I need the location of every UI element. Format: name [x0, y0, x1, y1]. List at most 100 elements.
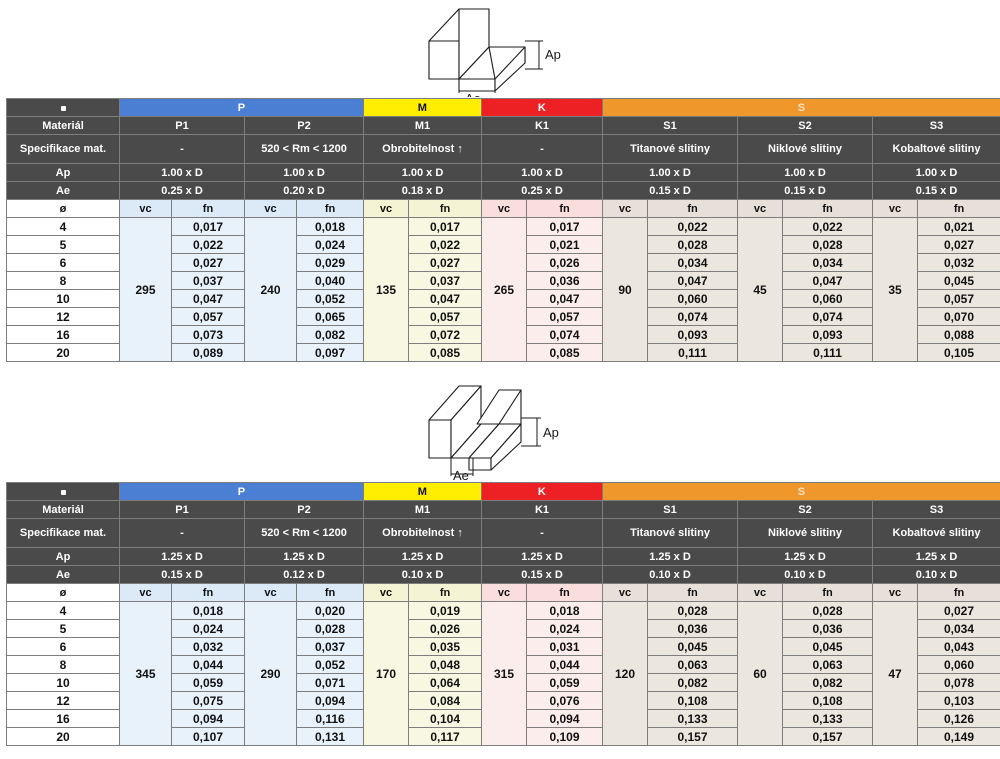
table-row: 4 345 0,018 290 0,020 170 0,019 315 0,018 120 0,02… [6, 601, 1000, 746]
fn-value-K1: 0,026 [526, 253, 604, 272]
fn-value-P1: 0,027 [171, 253, 245, 272]
table-row: 12 0,057 0,065 0,057 0,057 0,074 0,074 0,070 [6, 307, 1000, 326]
fn-value-S3: 0,078 [917, 673, 1000, 692]
material-P2: P2 [243, 500, 365, 519]
table-body: 4 345 0,018 290 0,020 170 0,019 315 0,018 120 0,02… [6, 601, 1000, 746]
diameter-cell: 10 [6, 289, 120, 308]
ap-row: Ap 1.00 x D 1.00 x D 1.00 x D 1.00 x D 1… [6, 163, 1000, 182]
vc-value-S3: 47 [872, 601, 919, 746]
fn-value-S2: 0,063 [782, 655, 874, 674]
fn-value-P2: 0,071 [295, 673, 365, 692]
spec-S1: Titanové slitiny [602, 518, 739, 548]
vc-value-M1: 170 [363, 601, 410, 746]
fn-value-S3: 0,021 [917, 217, 1000, 236]
fn-value-P2: 0,018 [295, 217, 365, 236]
spec-K1: - [481, 518, 604, 548]
ae-row: Ae 0.15 x D 0.12 x D 0.10 x D 0.15 x D 0… [6, 565, 1000, 584]
table-row: 10 0,047 0,052 0,047 0,047 0,060 0,060 0,057 [6, 289, 1000, 308]
fn-value-M1: 0,117 [408, 727, 483, 746]
group-header-M: M [363, 98, 483, 117]
ap-S2: 1.25 x D [737, 547, 874, 566]
ae-S2: 0.15 x D [737, 181, 874, 200]
diameter-cell: 16 [6, 325, 120, 344]
table-row: 20 0,107 0,131 0,117 0,109 0,157 0,157 0,149 [6, 727, 1000, 746]
ap-P1: 1.25 x D [119, 547, 245, 566]
column-header-fn-K1: fn [526, 199, 604, 218]
ap-M1: 1.00 x D [363, 163, 483, 182]
fn-value-M1: 0,037 [408, 271, 483, 290]
ae-M1: 0.18 x D [363, 181, 483, 200]
spec-P2: 520 < Rm < 1200 [243, 518, 365, 548]
ae-S1: 0.10 x D [602, 565, 739, 584]
fn-value-S3: 0,149 [917, 727, 1000, 746]
column-header-diameter: ø [6, 583, 120, 602]
ap-P2: 1.25 x D [243, 547, 365, 566]
fn-value-M1: 0,072 [408, 325, 483, 344]
diameter-cell: 8 [6, 271, 120, 290]
spec-S2: Niklové slitiny [737, 518, 874, 548]
fn-value-P2: 0,037 [295, 637, 365, 656]
fn-value-S2: 0,082 [782, 673, 874, 692]
column-header-fn-M1: fn [408, 583, 483, 602]
ap-S1: 1.25 x D [602, 547, 739, 566]
fn-value-S3: 0,043 [917, 637, 1000, 656]
row-label-ae: Ae [6, 565, 120, 584]
fn-value-S1: 0,036 [647, 619, 739, 638]
ap-K1: 1.00 x D [481, 163, 604, 182]
shoulder-milling-diagram: Ap Ae [0, 0, 1000, 98]
column-header-fn-K1: fn [526, 583, 604, 602]
diameter-cell: 5 [6, 619, 120, 638]
fn-value-P1: 0,047 [171, 289, 245, 308]
table-row: 12 0,075 0,094 0,084 0,076 0,108 0,108 0,103 [6, 691, 1000, 710]
fn-value-S1: 0,082 [647, 673, 739, 692]
diameter-cell: 5 [6, 235, 120, 254]
fn-value-M1: 0,035 [408, 637, 483, 656]
fn-value-K1: 0,109 [526, 727, 604, 746]
diameter-cell: 6 [6, 637, 120, 656]
fn-value-K1: 0,017 [526, 217, 604, 236]
fn-value-K1: 0,057 [526, 307, 604, 326]
ap-row: Ap 1.25 x D 1.25 x D 1.25 x D 1.25 x D 1… [6, 547, 1000, 566]
fn-value-M1: 0,027 [408, 253, 483, 272]
column-header-vc-P2: vc [244, 583, 297, 602]
table-row: 8 0,037 0,040 0,037 0,036 0,047 0,047 0,045 [6, 271, 1000, 290]
fn-value-P2: 0,094 [295, 691, 365, 710]
material-S3: S3 [872, 116, 1000, 135]
material-P2: P2 [243, 116, 365, 135]
ap-K1: 1.25 x D [481, 547, 604, 566]
spec-P1: - [119, 518, 245, 548]
ae-P1: 0.25 x D [119, 181, 245, 200]
column-header-fn-S3: fn [917, 583, 1000, 602]
column-header-fn-M1: fn [408, 199, 483, 218]
vc-value-P1: 345 [119, 601, 172, 746]
ae-row: Ae 0.25 x D 0.20 x D 0.18 x D 0.25 x D 0… [6, 181, 1000, 200]
vc-value-S1: 90 [602, 217, 649, 362]
row-label-specification: Specifikace mat. [6, 518, 120, 548]
diameter-cell: 16 [6, 709, 120, 728]
group-header-P: P [118, 98, 365, 117]
vc-value-P1: 295 [119, 217, 172, 362]
fn-value-P1: 0,032 [171, 637, 245, 656]
diameter-cell: 6 [6, 253, 120, 272]
subheader-row: ø vc fn vc fn vc fn vc fn vc fn vc fn vc… [6, 199, 1000, 218]
ap-S2: 1.00 x D [737, 163, 874, 182]
fn-value-M1: 0,084 [408, 691, 483, 710]
ap-M1: 1.25 x D [363, 547, 483, 566]
fn-value-S3: 0,032 [917, 253, 1000, 272]
corner-marker-cell [6, 98, 120, 117]
fn-value-S1: 0,093 [647, 325, 739, 344]
column-header-fn-S2: fn [782, 199, 874, 218]
square-marker-icon [60, 105, 66, 111]
ae-P1: 0.15 x D [119, 565, 245, 584]
material-P1: P1 [119, 116, 245, 135]
material-row: Materiál P1 P2 M1 K1 S1 S2 S3 [6, 116, 1000, 135]
fn-value-P2: 0,024 [295, 235, 365, 254]
fn-value-P2: 0,040 [295, 271, 365, 290]
ae-S3: 0.15 x D [872, 181, 1000, 200]
table-row: 4 295 0,017 240 0,018 135 0,017 265 0,017 90 0,022… [6, 217, 1000, 362]
column-header-fn-P1: fn [171, 199, 245, 218]
group-color-row: P M K S [6, 98, 1000, 117]
fn-value-S1: 0,133 [647, 709, 739, 728]
group-header-P: P [118, 482, 365, 501]
slot-milling-diagram: Ap Ae [0, 378, 1000, 482]
